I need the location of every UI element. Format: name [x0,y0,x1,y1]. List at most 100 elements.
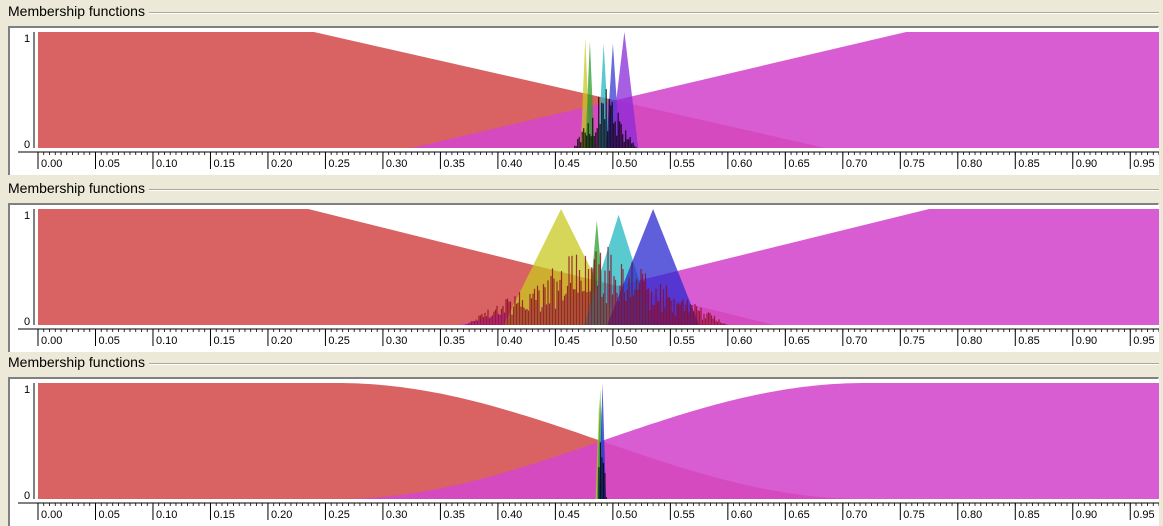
histogram-bar [605,497,607,499]
histogram-bar [602,103,604,148]
histogram-bar [667,296,669,325]
x-tick-label: 0.10 [156,158,177,170]
histogram-bar [595,251,597,325]
histogram-bar [662,289,665,325]
histogram-bar [541,307,543,325]
histogram-bar [533,288,536,325]
histogram-bar [548,303,551,325]
histogram-bar [626,289,629,325]
x-tick-label: 0.70 [846,158,867,170]
data-histogram [574,89,637,148]
mf-panel-1: Membership functions 1 0 0.00 0.05 0.10 0.15 0… [0,0,1163,175]
histogram-bar [565,293,567,325]
histogram-bar [698,310,701,325]
histogram-bar [601,296,603,325]
membership-chart: 1 0 0.00 0.05 0.10 0.15 0.20 0.25 0.30 0.35 0.40 0.… [18,209,1159,347]
histogram-bar [614,279,617,325]
histogram-bar [635,147,637,148]
histogram-bar [508,301,510,325]
histogram-bar [475,319,477,325]
histogram-bar [620,263,623,325]
histogram-bar [536,285,539,325]
histogram-bar [574,145,576,148]
x-tick-label: 0.80 [961,158,982,170]
histogram-bar [509,301,512,325]
histogram-bar [706,313,708,325]
histogram-bar [622,269,624,325]
x-tick-label: 0.85 [1018,509,1039,521]
histogram-bar [617,112,619,148]
histogram-bar [637,289,639,325]
x-tick-label: 0.05 [98,335,119,347]
histogram-bar [718,319,720,325]
histogram-bar [724,323,726,325]
histogram-bar [538,290,540,325]
histogram-bar [599,124,601,148]
histogram-bar [496,305,498,325]
data-histogram [598,442,607,499]
histogram-bar [511,314,513,325]
histogram-bar [632,295,635,325]
x-tick-label: 0.70 [846,335,867,347]
x-tick-label: 0.00 [41,335,62,347]
histogram-bar [596,285,599,325]
histogram-bar [601,457,603,499]
x-tick-label: 0.25 [328,158,349,170]
x-tick-label: 0.85 [1018,335,1039,347]
x-tick-label: 0.45 [558,158,579,170]
x-tick-label: 0.90 [1076,509,1097,521]
histogram-bar [592,268,594,325]
histogram-bar [598,96,600,148]
histogram-bar [583,290,585,325]
histogram-bar [638,283,641,325]
histogram-bar [574,289,576,325]
x-tick-label: 0.60 [731,335,752,347]
histogram-bar [716,321,719,325]
histogram-bar [497,313,500,325]
histogram-bar [670,300,672,325]
histogram-bar [664,307,666,325]
histogram-bar [472,321,474,325]
histogram-bar [604,473,606,499]
histogram-bar [535,300,537,325]
membership-series-1 [38,383,1159,499]
histogram-bar [707,312,710,325]
histogram-bar [619,286,621,325]
histogram-bar [616,292,618,325]
histogram-bar [715,320,717,325]
histogram-bar [587,269,590,325]
x-tick-label: 0.40 [501,158,522,170]
histogram-bar [602,463,604,499]
histogram-bar [722,323,725,325]
histogram-bar [523,307,525,325]
histogram-bar [682,299,684,325]
histogram-bar [643,281,645,325]
membership-chart: 1 0 0.00 0.05 0.10 0.15 0.20 0.25 0.30 0.35 0.40 0.… [18,32,1159,170]
histogram-bar [680,301,683,325]
x-tick-label: 0.75 [903,509,924,521]
histogram-bar [479,315,482,325]
x-tick-label: 0.00 [41,158,62,170]
histogram-bar [599,252,602,325]
histogram-bar [703,313,705,325]
x-tick-label: 0.55 [673,509,694,521]
histogram-bar [593,136,595,148]
histogram-bar [605,303,608,325]
histogram-bar [689,304,692,325]
histogram-bar [484,312,486,325]
histogram-bar [719,322,722,325]
histogram-bar [581,131,583,148]
histogram-bar [563,295,566,325]
x-tick-label: 0.30 [386,509,407,521]
histogram-bar [625,130,627,148]
histogram-bar [577,292,579,325]
histogram-bar [655,288,657,325]
histogram-bar [610,254,612,325]
histogram-bar [575,146,577,148]
histogram-bar [569,282,572,325]
x-tick-label: 0.80 [961,335,982,347]
histogram-bar [694,304,696,325]
histogram-bar [721,323,723,325]
x-tick-label: 0.70 [846,509,867,521]
histogram-bar [517,302,519,325]
